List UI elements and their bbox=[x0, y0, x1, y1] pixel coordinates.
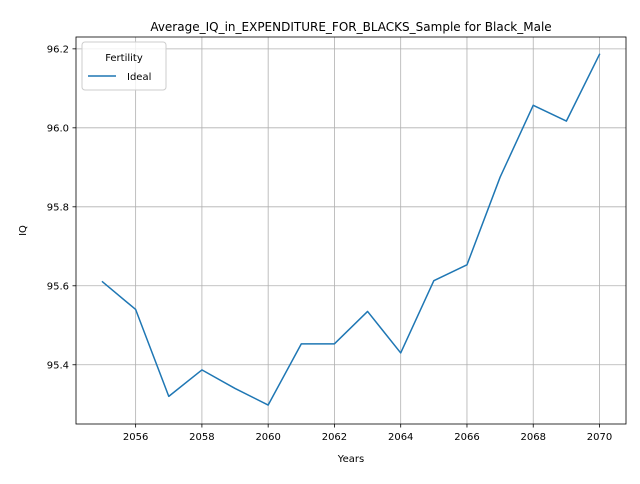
y-tick-label: 95.4 bbox=[47, 360, 69, 371]
legend-title: Fertility bbox=[105, 53, 143, 64]
y-tick-label: 96.0 bbox=[47, 123, 69, 134]
x-tick-label: 2068 bbox=[521, 432, 546, 443]
x-axis-label: Years bbox=[337, 454, 364, 465]
x-tick-label: 2058 bbox=[189, 432, 214, 443]
x-tick-label: 2066 bbox=[454, 432, 479, 443]
y-tick-label: 95.6 bbox=[47, 281, 69, 292]
y-axis-label: IQ bbox=[18, 225, 29, 236]
x-tick-label: 2060 bbox=[255, 432, 280, 443]
chart-title: Average_IQ_in_EXPENDITURE_FOR_BLACKS_Sam… bbox=[150, 20, 551, 34]
legend-box bbox=[82, 42, 166, 90]
x-tick-label: 2064 bbox=[388, 432, 413, 443]
legend: Fertility Ideal bbox=[82, 42, 166, 90]
legend-label-ideal: Ideal bbox=[127, 72, 151, 83]
x-tick-label: 2070 bbox=[587, 432, 612, 443]
y-tick-label: 95.8 bbox=[47, 202, 69, 213]
y-tick-label: 96.2 bbox=[47, 44, 69, 55]
x-tick-label: 2056 bbox=[123, 432, 148, 443]
x-tick-label: 2062 bbox=[322, 432, 347, 443]
